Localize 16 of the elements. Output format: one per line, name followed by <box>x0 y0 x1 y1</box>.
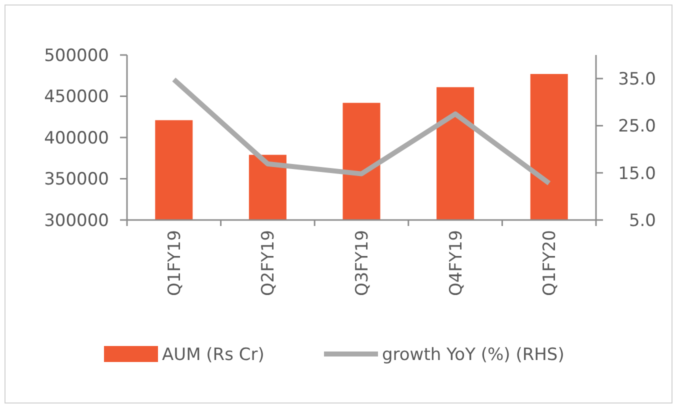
y-tick-label: 500000 <box>44 46 109 66</box>
y2-tick-label: 35.0 <box>618 70 656 90</box>
legend-label: AUM (Rs Cr) <box>162 344 264 365</box>
y-tick-label: 350000 <box>44 170 109 190</box>
y2-tick-label: 25.0 <box>618 116 656 137</box>
x-tick-label: Q4FY19 <box>446 230 466 296</box>
y2-tick-label: 5.0 <box>628 210 656 231</box>
x-tick-label: Q1FY19 <box>164 230 185 296</box>
y-tick-label: 400000 <box>44 128 109 148</box>
y2-tick-label: 15.0 <box>618 164 656 184</box>
x-tick-label: Q3FY19 <box>352 230 372 296</box>
x-tick-label: Q1FY20 <box>540 230 560 296</box>
x-tick-label: Q2FY19 <box>258 230 279 296</box>
legend-label: growth YoY (%) (RHS) <box>382 344 564 365</box>
y-tick-label: 300000 <box>44 210 109 231</box>
y-tick-label: 450000 <box>44 87 109 108</box>
